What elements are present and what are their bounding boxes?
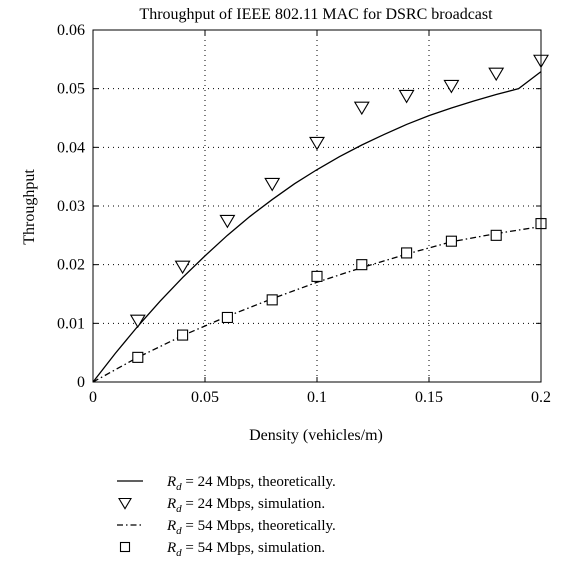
triangle-marker [219, 214, 236, 229]
triangle-marker [309, 136, 325, 151]
legend-label: Rd = 54 Mbps, theoretically. [166, 518, 336, 537]
y-tick-label: 0.02 [57, 257, 85, 274]
grid [93, 30, 541, 382]
legend-item-4: Rd = 54 Mbps, simulation. [119, 540, 325, 559]
triangle-marker [129, 314, 146, 329]
x-tick-label: 0.1 [307, 389, 327, 406]
legend-label: Rd = 24 Mbps, simulation. [166, 496, 325, 515]
y-tick-label: 0.05 [57, 81, 85, 98]
chart-title: Throughput of IEEE 802.11 MAC for DSRC b… [139, 6, 493, 23]
legend-label: Rd = 24 Mbps, theoretically. [166, 474, 336, 493]
x-tick-label: 0.15 [415, 389, 443, 406]
axis-ticks: 0 0.05 0.1 0.15 0.2 0 0.01 0.02 0.03 0.04 0.05 0.06 [57, 22, 551, 406]
triangle-marker [353, 101, 370, 116]
triangle-marker [488, 67, 505, 82]
series-line [92, 225, 542, 383]
legend-item-3: Rd = 54 Mbps, theoretically. [117, 518, 336, 537]
triangle-marker [118, 497, 132, 510]
square-marker [311, 270, 323, 282]
triangle-marker [174, 260, 191, 275]
series-3 [92, 225, 542, 383]
legend-item-2: Rd = 24 Mbps, simulation. [118, 496, 325, 515]
y-tick-label: 0 [77, 374, 85, 391]
legend-item-1: Rd = 24 Mbps, theoretically. [117, 474, 336, 493]
square-marker [445, 235, 457, 247]
square-marker [132, 351, 144, 363]
triangle-marker [264, 177, 281, 192]
square-marker [490, 229, 502, 241]
triangle-marker [398, 89, 415, 104]
legend: Rd = 24 Mbps, theoretically. Rd = 24 Mbps… [117, 474, 336, 559]
series-1 [92, 71, 542, 383]
y-tick-label: 0.06 [57, 22, 85, 39]
triangle-marker [443, 79, 460, 94]
legend-label: Rd = 54 Mbps, simulation. [166, 540, 325, 559]
x-axis-label: Density (vehicles/m) [249, 427, 383, 444]
series-4 [132, 218, 547, 363]
x-tick-label: 0.2 [531, 389, 551, 406]
y-axis-label: Throughput [21, 169, 38, 245]
square-marker [401, 247, 413, 259]
square-marker [356, 259, 368, 271]
series-line [92, 71, 542, 383]
y-tick-label: 0.03 [57, 198, 85, 215]
x-tick-label: 0 [89, 389, 97, 406]
square-marker [177, 329, 189, 341]
y-tick-label: 0.01 [57, 315, 85, 332]
square-marker [266, 294, 278, 306]
series-2 [129, 54, 549, 329]
square-marker [119, 541, 131, 553]
x-tick-label: 0.05 [191, 389, 219, 406]
square-marker [221, 311, 233, 324]
y-tick-label: 0.04 [57, 139, 85, 156]
series-layer [92, 54, 549, 383]
